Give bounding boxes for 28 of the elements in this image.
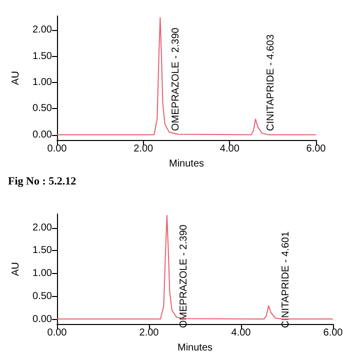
x-axis-title: Minutes xyxy=(177,342,213,354)
y-tick-label: 1.00 xyxy=(32,76,52,88)
x-tick-label: 6.00 xyxy=(323,328,344,339)
y-tick-label: 1.50 xyxy=(32,50,52,62)
x-axis-title: Minutes xyxy=(168,158,204,170)
x-tick-label: 2.00 xyxy=(134,144,154,154)
x-tick-label: 0.00 xyxy=(47,328,68,339)
annotation: OMEPRAZOLE - 2.390 xyxy=(178,224,190,328)
x-tick-label: 0.00 xyxy=(47,144,68,154)
x-tick-label: 6.00 xyxy=(306,144,326,154)
y-tick-label: 0.50 xyxy=(32,103,52,114)
y-tick-label: 2.00 xyxy=(32,222,52,234)
x-tick-label: 4.00 xyxy=(231,328,252,339)
x-tick-label: 2.00 xyxy=(139,328,160,339)
y-tick-label: 1.50 xyxy=(32,245,52,256)
y-tick-label: 0.00 xyxy=(32,314,52,326)
annotation: CINITAPRIDE - 4.603 xyxy=(266,34,276,131)
y-axis-title: AU xyxy=(10,262,22,276)
line-series xyxy=(56,17,316,136)
y-tick-label: 1.00 xyxy=(32,268,52,280)
y-axis-title: AU xyxy=(10,71,22,85)
x-tick-label: 4.00 xyxy=(220,144,240,154)
y-tick-label: 0.50 xyxy=(32,291,52,302)
y-tick-label: 2.00 xyxy=(32,24,52,36)
annotation: OMEPRAZOLE - 2.390 xyxy=(170,27,182,131)
y-tick-label: 0.00 xyxy=(32,129,52,140)
text: Fig No : 5.2.12 xyxy=(8,176,77,188)
annotation: CINITAPRIDE - 4.601 xyxy=(280,231,292,328)
